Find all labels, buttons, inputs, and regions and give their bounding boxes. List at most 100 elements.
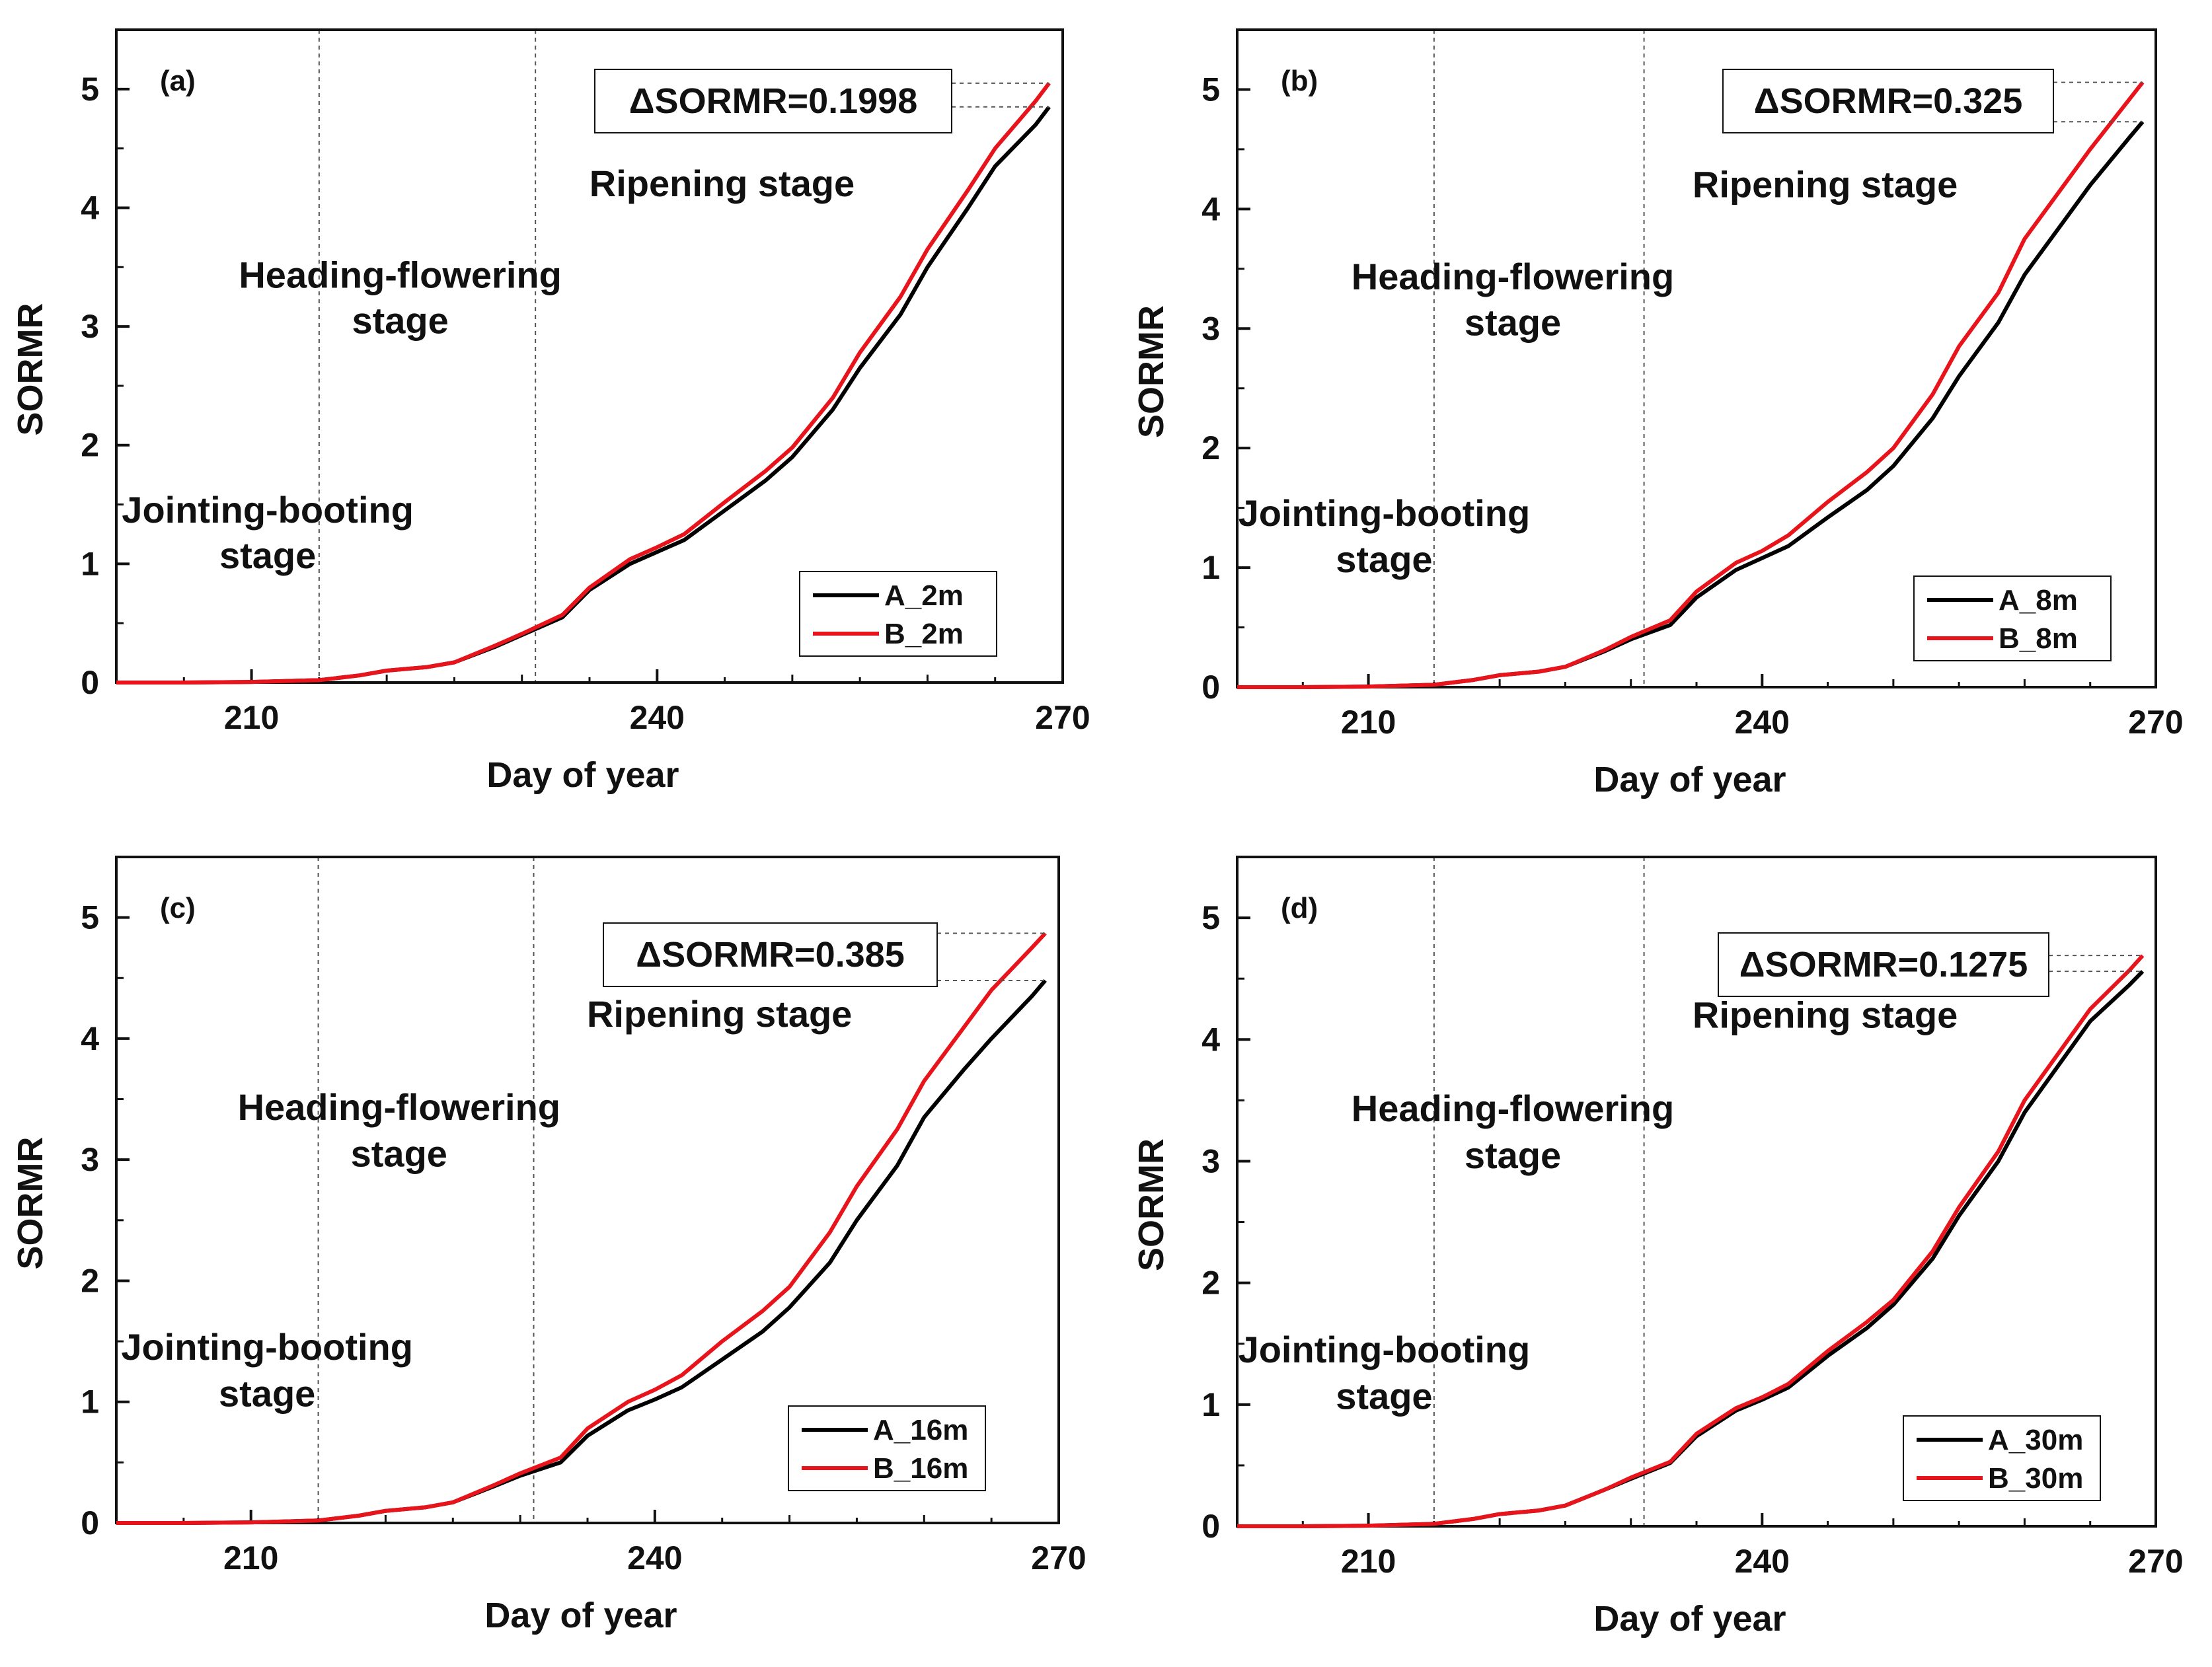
x-tick-label: 270: [1031, 1539, 1086, 1576]
stage-label: Jointing-booting: [121, 1326, 413, 1368]
legend-box: [788, 1405, 986, 1491]
stage-label: Heading-flowering: [238, 1086, 560, 1128]
y-tick-label: 4: [81, 1020, 99, 1057]
legend: A_2m B_2m: [799, 571, 997, 657]
y-tick-label: 2: [1201, 1265, 1220, 1302]
stage-label: Jointing-booting: [122, 489, 414, 531]
y-tick-label: 2: [81, 1262, 99, 1299]
y-tick-label: 4: [81, 189, 99, 226]
chart-panel: 0 1 2 3 4 5 210 240 270 Day of year SORMR (b) Jointi…: [1131, 28, 2184, 799]
stage-label: stage: [1465, 1134, 1561, 1176]
y-tick-label: 1: [1201, 549, 1220, 586]
y-tick-label: 0: [81, 1504, 99, 1541]
chart-panel: 0 1 2 3 4 5 210 240 270 Day of year SORMR (c) Jointi…: [11, 856, 1087, 1635]
y-tick-label: 1: [81, 1384, 99, 1421]
stage-label: Heading-flowering: [239, 254, 561, 295]
panel-label: (b): [1281, 65, 1318, 97]
x-tick-label: 240: [1735, 704, 1790, 741]
x-tick-label: 240: [1735, 1543, 1790, 1580]
stage-label: stage: [352, 299, 448, 341]
legend-box: [799, 571, 997, 657]
legend-entry: A_30m: [1988, 1424, 2083, 1456]
series-b-line: [1237, 954, 2145, 1528]
stage-label: stage: [1336, 538, 1432, 580]
stage-label: Ripening stage: [587, 993, 852, 1035]
stage-label: Ripening stage: [1693, 994, 1958, 1035]
x-tick-label: 270: [2128, 704, 2183, 741]
y-tick-label: 5: [81, 71, 99, 108]
stage-label: Ripening stage: [1693, 164, 1958, 205]
delta-box: [594, 69, 952, 133]
x-tick-label: 270: [1035, 699, 1090, 736]
stage-label: stage: [219, 535, 316, 576]
x-tick-label: 210: [224, 699, 279, 736]
legend-box: [1913, 575, 2112, 661]
y-tick-label: 1: [81, 545, 99, 582]
legend-box: [1903, 1415, 2101, 1501]
legend-entry: B_8m: [1999, 622, 2078, 655]
x-tick-label: 210: [223, 1539, 278, 1576]
series-b-line: [116, 932, 1047, 1525]
stage-label: Heading-flowering: [1352, 256, 1674, 297]
x-axis-title: Day of year: [1593, 760, 1786, 799]
y-tick-label: 5: [81, 899, 99, 936]
y-tick-label: 0: [81, 664, 99, 701]
y-axis-title: SORMR: [11, 1137, 50, 1270]
panel-label: (c): [160, 892, 196, 924]
chart-panel: 0 1 2 3 4 5 210 240 270 Day of year SORMR (d) Jointi…: [1131, 856, 2184, 1639]
y-axis-title: SORMR: [1131, 1138, 1171, 1271]
delta-box: [603, 922, 938, 987]
x-tick-label: 240: [630, 699, 685, 736]
x-axis-title: Day of year: [486, 755, 679, 795]
y-axis-title: SORMR: [1131, 305, 1171, 438]
y-tick-label: 4: [1201, 1021, 1220, 1058]
legend-entry: A_2m: [884, 579, 964, 612]
y-tick-label: 2: [81, 427, 99, 464]
stage-label: stage: [351, 1133, 447, 1175]
legend: A_16m B_16m: [788, 1405, 986, 1491]
x-tick-label: 240: [627, 1539, 682, 1576]
y-tick-label: 3: [81, 1141, 99, 1178]
legend-entry: B_2m: [884, 618, 964, 650]
stage-label: Jointing-booting: [1239, 1329, 1531, 1370]
stage-label: stage: [219, 1373, 315, 1415]
y-tick-label: 0: [1201, 669, 1220, 706]
chart-panel: 0 1 2 3 4 5 210 240 270 Day of year SORMR (a) Jointi…: [11, 28, 1090, 795]
y-tick-label: 5: [1201, 71, 1220, 108]
stage-label: Jointing-booting: [1239, 492, 1531, 534]
delta-label: ΔSORMR=0.1998: [629, 81, 918, 121]
stage-label: Heading-flowering: [1352, 1088, 1674, 1129]
y-tick-label: 0: [1201, 1508, 1220, 1545]
delta-label: ΔSORMR=0.385: [636, 935, 904, 975]
y-tick-label: 4: [1201, 190, 1220, 227]
y-tick-label: 3: [1201, 1142, 1220, 1179]
legend-entry: A_16m: [873, 1414, 968, 1446]
stage-label: stage: [1465, 302, 1561, 344]
y-tick-label: 5: [1201, 899, 1220, 936]
delta-box: [1722, 69, 2054, 133]
legend: A_30m B_30m: [1903, 1415, 2101, 1501]
x-tick-label: 210: [1341, 1543, 1396, 1580]
y-tick-label: 3: [81, 308, 99, 345]
legend-entry: B_30m: [1988, 1462, 2083, 1495]
x-axis-title: Day of year: [484, 1596, 677, 1635]
delta-label: ΔSORMR=0.1275: [1739, 945, 2028, 984]
panel-label: (a): [160, 65, 196, 97]
x-tick-label: 270: [2128, 1543, 2183, 1580]
legend-entry: B_16m: [873, 1452, 968, 1485]
x-axis-title: Day of year: [1593, 1599, 1786, 1639]
y-tick-label: 2: [1201, 429, 1220, 466]
delta-box: [1718, 932, 2049, 997]
y-axis-title: SORMR: [11, 303, 50, 436]
series-b-line: [116, 81, 1051, 685]
stage-label: stage: [1336, 1376, 1432, 1417]
panel-label: (d): [1281, 892, 1318, 924]
stage-label: Ripening stage: [590, 163, 855, 204]
legend: A_8m B_8m: [1913, 575, 2112, 661]
x-tick-label: 210: [1341, 704, 1396, 741]
legend-entry: A_8m: [1999, 584, 2078, 616]
delta-label: ΔSORMR=0.325: [1754, 81, 2022, 121]
y-tick-label: 1: [1201, 1386, 1220, 1423]
series-b-line: [1237, 81, 2145, 689]
